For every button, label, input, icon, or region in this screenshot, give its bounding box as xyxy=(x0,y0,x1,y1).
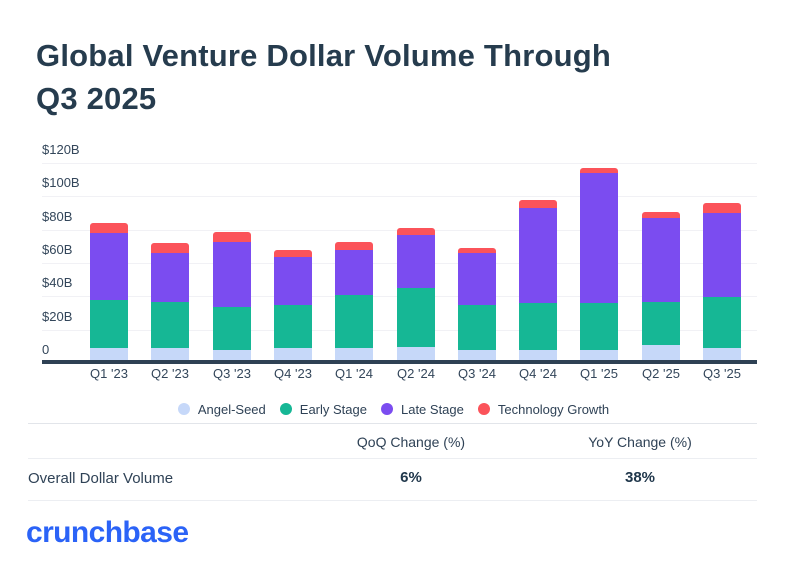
bar-segment-technology-growth xyxy=(458,248,496,254)
legend-label: Technology Growth xyxy=(497,401,610,417)
bar-segment-angel-seed xyxy=(703,348,741,360)
x-tick-label: Q3 '23 xyxy=(213,366,251,381)
y-tick-label: $20B xyxy=(42,309,73,324)
bar-segment-technology-growth xyxy=(335,241,373,251)
x-tick-label: Q1 '24 xyxy=(335,366,373,381)
bar-segment-technology-growth xyxy=(90,223,128,234)
bar-segment-late-stage xyxy=(458,253,496,306)
bar-segment-technology-growth xyxy=(213,231,251,242)
qoq-change-value: 6% xyxy=(400,469,422,486)
bar-segment-late-stage xyxy=(274,256,312,306)
bar-segment-late-stage xyxy=(335,250,373,295)
bar-segment-angel-seed xyxy=(335,348,373,360)
bar-segment-angel-seed xyxy=(90,348,128,360)
x-tick-label: Q3 '24 xyxy=(458,366,496,381)
y-tick-label: $80B xyxy=(42,209,73,224)
legend-item-early-stage: Early Stage xyxy=(279,401,367,417)
bar-segment-angel-seed xyxy=(458,350,496,360)
y-tick-label: $120B xyxy=(42,142,80,157)
x-tick-label: Q4 '24 xyxy=(519,366,557,381)
bar-segment-early-stage xyxy=(397,288,435,347)
bar-segment-early-stage xyxy=(642,301,680,345)
bar-segment-angel-seed xyxy=(519,350,557,360)
bar-segment-angel-seed xyxy=(151,348,189,360)
x-tick-label: Q2 '25 xyxy=(642,366,680,381)
bar-segment-angel-seed xyxy=(397,346,435,360)
bar-segment-early-stage xyxy=(151,301,189,349)
crunchbase-logo: crunchbase xyxy=(26,516,189,549)
bar-segment-late-stage xyxy=(519,208,557,304)
legend-label: Angel-Seed xyxy=(197,401,266,417)
legend-dot-icon xyxy=(177,403,190,415)
bar-segment-technology-growth xyxy=(642,211,680,219)
y-tick-label: $40B xyxy=(42,275,73,290)
legend-dot-icon xyxy=(477,403,490,415)
x-tick-label: Q4 '23 xyxy=(274,366,312,381)
bar-segment-technology-growth xyxy=(397,228,435,236)
bar-segment-late-stage xyxy=(151,253,189,302)
bar-segment-early-stage xyxy=(458,305,496,350)
divider-header xyxy=(28,458,757,459)
gridline-100 xyxy=(42,196,757,197)
bar-segment-early-stage xyxy=(90,300,128,349)
qoq-change-header: QoQ Change (%) xyxy=(356,434,466,450)
bar-segment-technology-growth xyxy=(580,168,618,174)
bar-segment-late-stage xyxy=(397,235,435,289)
bar-segment-early-stage xyxy=(213,306,251,350)
x-tick-label: Q2 '23 xyxy=(151,366,189,381)
bar-segment-technology-growth xyxy=(519,200,557,209)
bar-segment-late-stage xyxy=(580,173,618,304)
legend-dot-icon xyxy=(279,403,292,415)
page-title-line1: Global Venture Dollar Volume Through xyxy=(36,38,612,73)
bar-segment-technology-growth xyxy=(151,243,189,254)
bar-segment-late-stage xyxy=(642,218,680,302)
bar-segment-technology-growth xyxy=(703,203,741,214)
page-title-line2: Q3 2025 xyxy=(36,81,157,116)
venture-volume-stacked-bar-chart: $120B $100B $80B $60B $40B $20B 0 Q1 '23 Q2 '23 Q… xyxy=(30,142,757,395)
bar-segment-angel-seed xyxy=(580,350,618,360)
x-tick-label: Q1 '23 xyxy=(90,366,128,381)
bar-segment-late-stage xyxy=(213,241,251,307)
bar-segment-angel-seed xyxy=(213,350,251,360)
yoy-change-value: 38% xyxy=(624,469,656,486)
bar-segment-technology-growth xyxy=(274,250,312,257)
chart-legend: Angel-Seed Early Stage Late Stage Technolog… xyxy=(30,400,757,418)
legend-label: Late Stage xyxy=(400,401,464,417)
bar-segment-early-stage xyxy=(335,295,373,349)
bar-segment-angel-seed xyxy=(642,345,680,360)
bar-segment-angel-seed xyxy=(274,348,312,360)
bar-segment-early-stage xyxy=(519,303,557,350)
divider-top xyxy=(28,423,757,424)
y-tick-label: $60B xyxy=(42,242,73,257)
bar-segment-early-stage xyxy=(580,303,618,350)
x-axis-line xyxy=(42,360,757,364)
legend-item-late-stage: Late Stage xyxy=(380,401,464,417)
bar-segment-early-stage xyxy=(703,296,741,349)
legend-item-technology-growth: Technology Growth xyxy=(477,401,610,417)
bar-segment-late-stage xyxy=(90,233,128,300)
yoy-change-header: YoY Change (%) xyxy=(588,434,692,450)
y-tick-label: 0 xyxy=(42,342,50,357)
x-tick-label: Q2 '24 xyxy=(397,366,435,381)
overall-dollar-volume-label: Overall Dollar Volume xyxy=(28,470,174,487)
divider-bottom xyxy=(28,500,757,501)
legend-item-angel-seed: Angel-Seed xyxy=(177,401,266,417)
bar-segment-early-stage xyxy=(274,305,312,349)
y-tick-label: $100B xyxy=(42,175,80,190)
x-tick-label: Q3 '25 xyxy=(703,366,741,381)
gridline-120 xyxy=(42,163,757,164)
bar-segment-late-stage xyxy=(703,213,741,297)
page-title: Global Venture Dollar Volume Through Q3 2… xyxy=(36,34,752,120)
legend-label: Early Stage xyxy=(299,401,367,417)
legend-dot-icon xyxy=(380,403,393,415)
x-tick-label: Q1 '25 xyxy=(580,366,618,381)
